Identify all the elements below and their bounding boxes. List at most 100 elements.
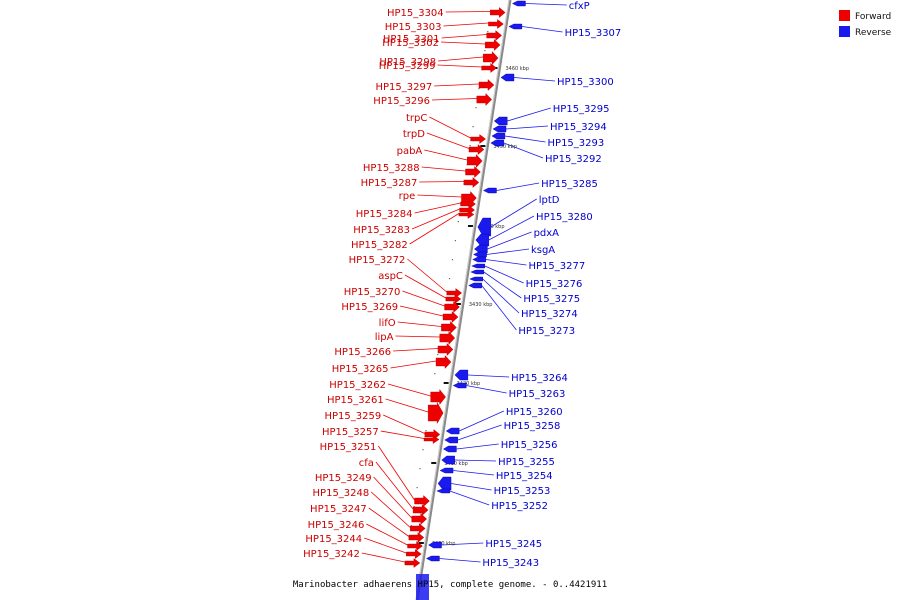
forward-gene-feature bbox=[445, 294, 462, 304]
genome-axis bbox=[415, 0, 512, 600]
reverse-leader-line bbox=[454, 459, 497, 462]
forward-leader-line bbox=[366, 523, 408, 546]
forward-gene-feature bbox=[408, 532, 425, 543]
forward-gene-label: HP15_3249 bbox=[315, 473, 372, 484]
forward-gene-feature bbox=[478, 79, 495, 91]
forward-gene-feature bbox=[404, 558, 421, 568]
forward-gene-label: HP15_3251 bbox=[320, 442, 377, 453]
reverse-leader-line bbox=[525, 3, 567, 6]
forward-gene-label: pabA bbox=[397, 146, 423, 157]
reverse-gene-feature bbox=[508, 23, 523, 30]
forward-gene-label: HP15_3282 bbox=[351, 240, 408, 251]
forward-leader-line bbox=[385, 398, 429, 413]
genome-axis-highlight bbox=[415, 0, 510, 600]
reverse-gene-label: HP15_3263 bbox=[509, 389, 566, 400]
reverse-gene-feature bbox=[493, 116, 508, 126]
forward-gene-feature bbox=[486, 30, 502, 41]
forward-leader-line bbox=[404, 274, 447, 299]
forward-gene-label: HP15_3257 bbox=[322, 427, 379, 438]
forward-gene-feature bbox=[467, 153, 483, 169]
reverse-leader-line bbox=[481, 285, 517, 331]
forward-gene-feature bbox=[411, 513, 428, 525]
reverse-gene-feature bbox=[483, 187, 497, 194]
axis-dot bbox=[469, 145, 471, 147]
forward-gene-label: HP15_3302 bbox=[382, 38, 439, 49]
forward-leader-line bbox=[419, 181, 464, 183]
reverse-gene-label: pdxA bbox=[534, 228, 560, 239]
reverse-gene-label: HP15_3285 bbox=[541, 179, 598, 190]
forward-leader-line bbox=[390, 360, 437, 369]
forward-gene-label: HP15_3304 bbox=[387, 8, 444, 19]
legend-forward-label: Forward bbox=[855, 12, 891, 22]
forward-gene-feature bbox=[435, 354, 452, 370]
forward-gene-label: HP15_3246 bbox=[308, 520, 365, 531]
forward-gene-label: HP15_3259 bbox=[324, 411, 381, 422]
forward-leader-line bbox=[414, 202, 461, 214]
reverse-gene-feature bbox=[444, 436, 458, 444]
reverse-leader-line bbox=[459, 410, 504, 432]
reverse-gene-feature bbox=[454, 369, 469, 381]
reverse-gene-label: ksgA bbox=[531, 245, 555, 256]
forward-gene-feature bbox=[490, 7, 506, 18]
forward-gene-label: HP15_3242 bbox=[303, 549, 360, 560]
reverse-leader-line bbox=[485, 259, 527, 266]
reverse-leader-line bbox=[450, 483, 492, 491]
forward-gene-label: HP15_3247 bbox=[310, 504, 367, 515]
reverse-leader-line bbox=[484, 265, 524, 284]
reverse-gene-feature bbox=[425, 555, 440, 562]
axis-dot bbox=[487, 31, 489, 33]
reverse-gene-feature bbox=[500, 73, 515, 82]
tick-label: 3440 kbp bbox=[481, 224, 505, 230]
reverse-leader-line bbox=[490, 198, 537, 228]
forward-gene-feature bbox=[460, 199, 476, 209]
forward-gene-label: HP15_3265 bbox=[332, 364, 389, 375]
forward-gene-feature bbox=[423, 435, 440, 444]
reverse-gene-feature bbox=[416, 574, 429, 600]
reverse-gene-feature bbox=[470, 269, 485, 275]
forward-gene-feature bbox=[442, 311, 459, 323]
reverse-gene-feature bbox=[491, 132, 506, 140]
forward-leader-line bbox=[434, 83, 479, 87]
forward-leader-line bbox=[432, 98, 477, 101]
reverse-leader-line bbox=[457, 424, 502, 441]
forward-gene-label: lifO bbox=[379, 318, 396, 329]
reverse-gene-label: HP15_3264 bbox=[511, 373, 568, 384]
reverse-gene-feature bbox=[512, 0, 526, 7]
tick-mark bbox=[480, 145, 486, 147]
forward-leader-line bbox=[426, 132, 470, 149]
reverse-gene-feature bbox=[443, 445, 457, 453]
reverse-gene-label: HP15_3276 bbox=[526, 279, 583, 290]
axis-dot bbox=[448, 278, 451, 280]
reverse-leader-line bbox=[449, 490, 490, 506]
reverse-gene-label: HP15_3293 bbox=[548, 138, 605, 149]
reverse-gene-label: HP15_3255 bbox=[498, 457, 555, 468]
tick-mark bbox=[431, 462, 437, 464]
reverse-gene-label: HP15_3275 bbox=[523, 294, 580, 305]
reverse-gene-label: HP15_3252 bbox=[491, 501, 548, 512]
forward-gene-label: HP15_3303 bbox=[385, 22, 442, 33]
reverse-gene-label: cfxP bbox=[569, 1, 590, 12]
axis-dot bbox=[454, 240, 456, 242]
reverse-gene-label: HP15_3307 bbox=[565, 28, 622, 39]
reverse-leader-line bbox=[488, 215, 535, 241]
tick-label: 3400 kbp bbox=[432, 541, 456, 547]
forward-gene-feature bbox=[482, 50, 499, 66]
forward-gene-label: HP15_3284 bbox=[356, 209, 413, 220]
forward-leader-line bbox=[361, 552, 405, 563]
tick-mark bbox=[443, 382, 449, 384]
axis-dot bbox=[484, 50, 486, 52]
forward-gene-label: trpC bbox=[406, 113, 427, 124]
reverse-leader-line bbox=[441, 542, 484, 546]
forward-gene-label: HP15_3248 bbox=[313, 488, 370, 499]
reverse-leader-line bbox=[507, 107, 551, 122]
forward-gene-feature bbox=[410, 523, 426, 534]
forward-leader-line bbox=[395, 335, 440, 338]
forward-gene-label: lipA bbox=[375, 332, 394, 343]
reverse-gene-label: HP15_3254 bbox=[496, 471, 553, 482]
forward-gene-label: HP15_3288 bbox=[363, 163, 420, 174]
axis-dot bbox=[437, 354, 439, 356]
axis-dot bbox=[475, 107, 477, 109]
forward-gene-feature bbox=[458, 210, 475, 219]
